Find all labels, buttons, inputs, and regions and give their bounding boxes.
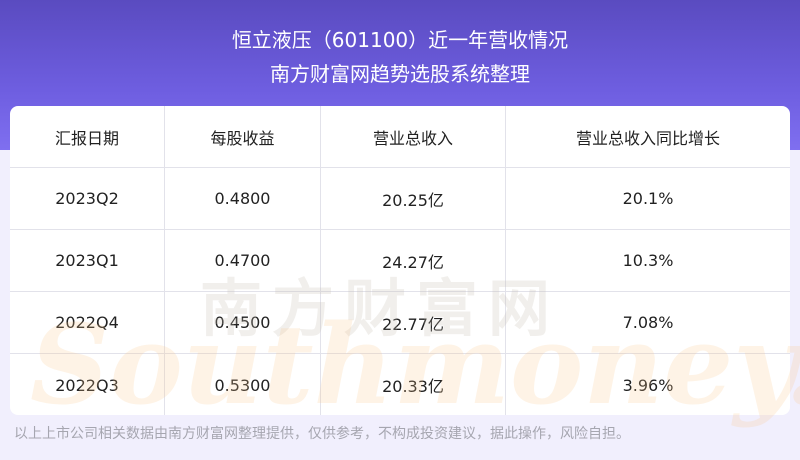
column-header: 营业总收入同比增长 bbox=[575, 128, 720, 148]
table-row: 2023Q1 0.4700 24.27亿 10.3% bbox=[10, 230, 790, 292]
cell-growth: 3.96% bbox=[622, 375, 674, 395]
table-row: 2022Q3 0.5300 20.33亿 3.96% bbox=[10, 354, 790, 415]
cell-date: 2023Q1 bbox=[10, 230, 165, 291]
cell-revenue: 24.27亿 bbox=[321, 230, 506, 291]
page-title: 恒立液压（601100）近一年营收情况 bbox=[231, 28, 569, 52]
column-header: 营业总收入 bbox=[321, 106, 506, 167]
cell-date: 2023Q2 bbox=[10, 168, 165, 229]
disclaimer: 以上上市公司相关数据由南方财富网整理提供，仅供参考，不构成投资建议，据此操作，风… bbox=[14, 426, 630, 442]
table-row: 2022Q4 0.4500 22.77亿 7.08% bbox=[10, 292, 790, 354]
cell-eps: 0.5300 bbox=[165, 354, 321, 415]
cell-growth: 7.08% bbox=[622, 313, 674, 332]
cell-eps: 0.4700 bbox=[165, 230, 321, 291]
column-header: 每股收益 bbox=[165, 106, 321, 167]
cell-eps: 0.4500 bbox=[165, 292, 321, 353]
cell-revenue: 22.77亿 bbox=[321, 292, 506, 353]
cell-date: 2022Q4 bbox=[10, 292, 165, 353]
cell-eps: 0.4800 bbox=[165, 168, 321, 229]
cell-revenue: 20.33亿 bbox=[321, 354, 506, 415]
column-header: 汇报日期 bbox=[10, 106, 165, 167]
cell-growth: 20.1% bbox=[622, 189, 674, 208]
cell-growth: 10.3% bbox=[622, 251, 674, 270]
table-header-row: 汇报日期 每股收益 营业总收入 营业总收入同比增长 bbox=[10, 106, 790, 168]
table-row: 2023Q2 0.4800 20.25亿 20.1% bbox=[10, 168, 790, 230]
cell-revenue: 20.25亿 bbox=[321, 168, 506, 229]
page-subtitle: 南方财富网趋势选股系统整理 bbox=[270, 62, 530, 86]
cell-date: 2022Q3 bbox=[10, 354, 165, 415]
revenue-table: 汇报日期 每股收益 营业总收入 营业总收入同比增长 2023Q2 0.4800 … bbox=[10, 106, 790, 415]
